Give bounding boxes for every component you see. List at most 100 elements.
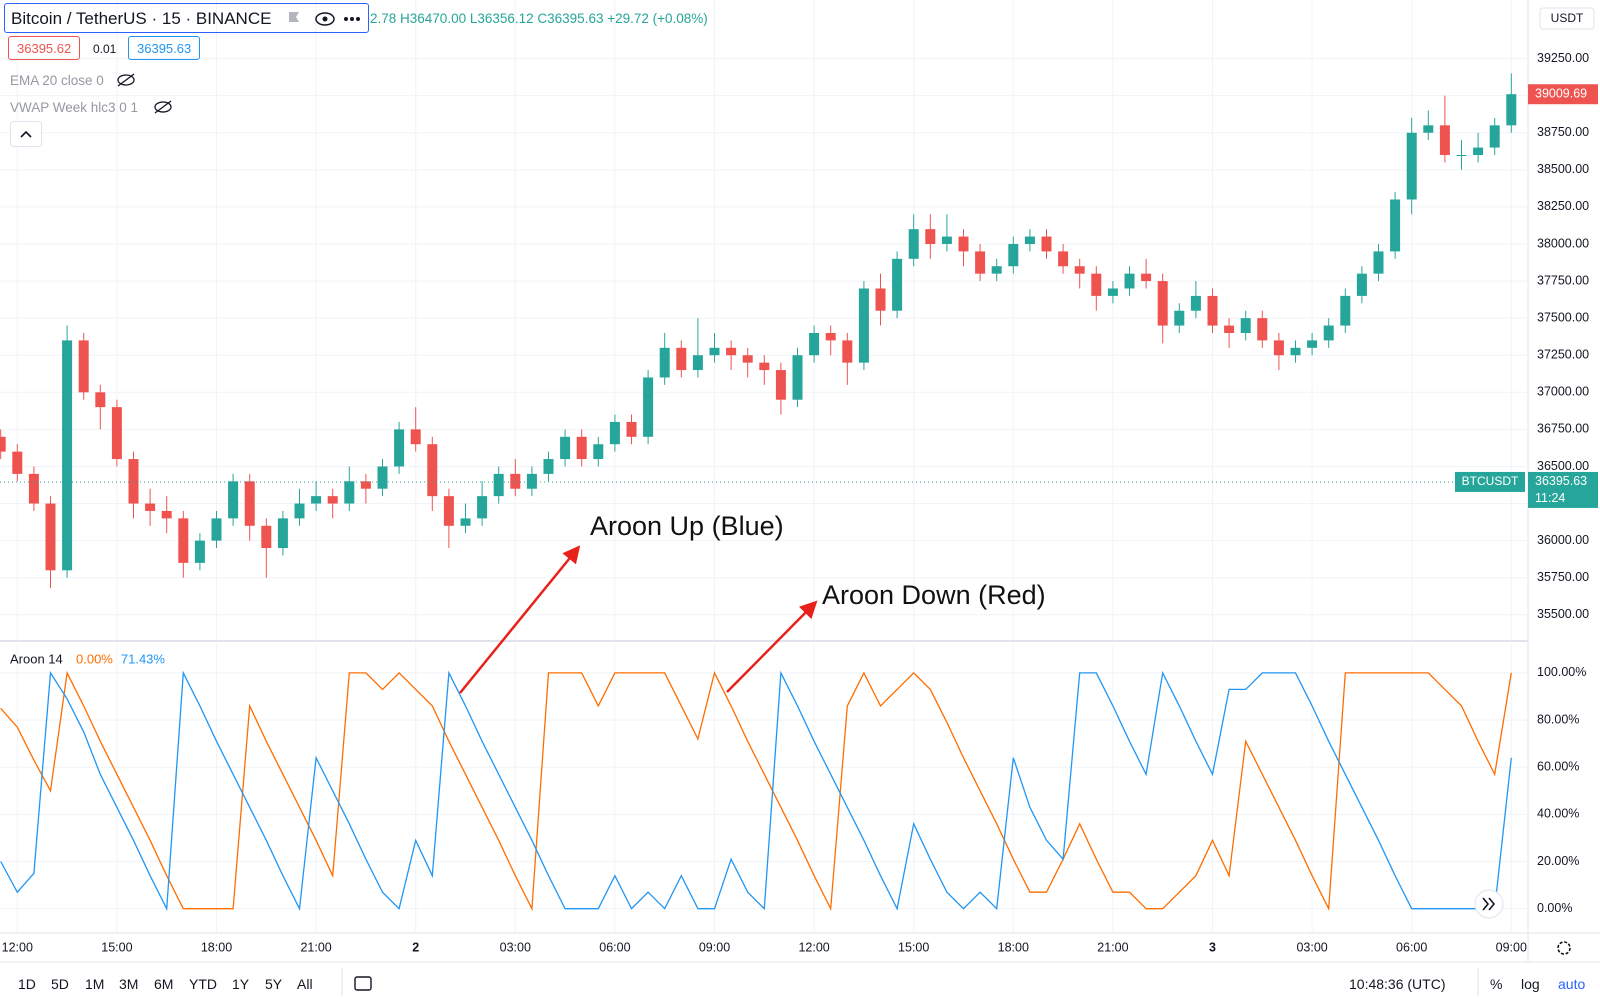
candle-body [560, 436, 571, 460]
y-tick-label: 36000.00 [1537, 533, 1589, 547]
candle-body [1074, 266, 1085, 274]
currency-badge[interactable] [1539, 7, 1595, 30]
range-button[interactable]: All [297, 976, 313, 992]
candle-body [1240, 318, 1251, 333]
last-price-label: 39009.69 [1535, 87, 1587, 101]
annotation: Aroon Down (Red) [822, 580, 1046, 610]
eye-pupil [322, 16, 328, 22]
flag-icon[interactable] [289, 12, 299, 22]
range-button[interactable]: 5D [51, 976, 69, 992]
candle-body [1041, 236, 1052, 252]
eye-icon[interactable] [315, 12, 335, 26]
candle-body [643, 377, 654, 437]
current-price-label: 36395.63 [1535, 474, 1587, 488]
candle-body [460, 518, 471, 526]
candle-body [908, 229, 919, 259]
range-button[interactable]: YTD [189, 976, 217, 992]
range-button[interactable]: 1M [85, 976, 105, 992]
candle-body [311, 496, 322, 504]
y-tick-label: 100.00% [1537, 665, 1586, 679]
candle-body [925, 229, 936, 244]
range-button[interactable]: 6M [154, 976, 174, 992]
ohlc: 2.78 H36470.00 L36356.12 C36395.63 +29.7… [370, 11, 708, 26]
range-button[interactable]: 5Y [265, 976, 283, 992]
collapse-button[interactable] [10, 121, 42, 147]
y-tick-label: 0.00% [1537, 901, 1572, 915]
candle-body [45, 503, 56, 571]
candle-body [1257, 318, 1268, 341]
indicator-title: Aroon 14 [10, 651, 63, 666]
candle-body [443, 496, 454, 526]
current-price-badge [1528, 471, 1598, 508]
candle-body [659, 347, 670, 378]
y-tick-label: 37000.00 [1537, 385, 1589, 399]
symbol-box[interactable]: Bitcoin / TetherUS · 15 · BINANCE [4, 3, 369, 33]
x-tick-label: 21:00 [300, 940, 331, 954]
log-toggle[interactable]: log [1521, 976, 1540, 992]
auto-toggle[interactable]: auto [1558, 976, 1586, 992]
candle-body [809, 332, 820, 356]
sell-button[interactable]: 36395.62 [8, 36, 81, 60]
candle-body [1058, 251, 1069, 267]
y-tick-label: 37500.00 [1537, 310, 1589, 324]
candle-body [28, 473, 39, 504]
calendar-icon[interactable] [354, 976, 372, 991]
x-tick-label: 09:00 [699, 940, 730, 954]
candle-body [609, 421, 620, 445]
candle-body [294, 503, 305, 519]
candle-body [1406, 132, 1417, 200]
candle-body [145, 503, 156, 511]
candle-body [1107, 288, 1118, 296]
candle-body [244, 481, 255, 526]
symbol-icons [289, 12, 360, 26]
y-tick-label: 40.00% [1537, 807, 1579, 821]
y-tick-label: 39250.00 [1537, 51, 1589, 65]
candle-body [1290, 347, 1301, 356]
more-dot[interactable] [344, 17, 348, 21]
range-button[interactable]: 3M [119, 976, 139, 992]
y-tick-label: 35500.00 [1537, 607, 1589, 621]
y-tick-label: 38000.00 [1537, 236, 1589, 250]
candle-body [1423, 125, 1434, 133]
hidden-icon[interactable] [152, 99, 174, 115]
candle-body [194, 540, 205, 563]
more-dot[interactable] [356, 17, 360, 21]
candle-body [875, 288, 886, 311]
settings-icon[interactable] [1557, 941, 1571, 955]
x-tick-label: 15:00 [101, 940, 132, 954]
candle-body [1489, 125, 1500, 148]
candle-body [0, 436, 6, 452]
buy-button[interactable]: 36395.63 [128, 36, 201, 60]
candle-body [261, 525, 272, 549]
candle-body [477, 496, 488, 519]
x-tick-label: 12:00 [2, 940, 33, 954]
candle-body [1174, 310, 1185, 326]
y-tick-label: 38750.00 [1537, 125, 1589, 139]
candle-body [161, 510, 172, 519]
last-price-badge [1528, 84, 1598, 105]
candle-body [576, 436, 587, 460]
candle-body [12, 451, 23, 474]
range-button[interactable]: 1Y [232, 976, 250, 992]
candle-body [1356, 273, 1367, 296]
x-tick-label: 06:00 [1396, 940, 1427, 954]
candle-body [941, 236, 952, 244]
candle-body [775, 370, 786, 400]
more-dot[interactable] [350, 17, 354, 21]
y-tick-label: 36500.00 [1537, 459, 1589, 473]
candle-body [1307, 340, 1318, 348]
annotation: Aroon Up (Blue) [590, 511, 784, 541]
percent-toggle[interactable]: % [1490, 976, 1503, 992]
candle-body [1506, 94, 1517, 126]
hidden-icon[interactable] [115, 72, 137, 88]
candle-body [709, 347, 720, 356]
indicator-label: VWAP Week hlc3 0 1 [10, 100, 139, 115]
range-button[interactable]: 1D [18, 976, 36, 992]
y-tick-label: 80.00% [1537, 712, 1579, 726]
symbol-price-badge-label: BTCUSDT [1462, 474, 1519, 488]
x-tick-label: 12:00 [798, 940, 829, 954]
candle-body [1091, 273, 1102, 296]
